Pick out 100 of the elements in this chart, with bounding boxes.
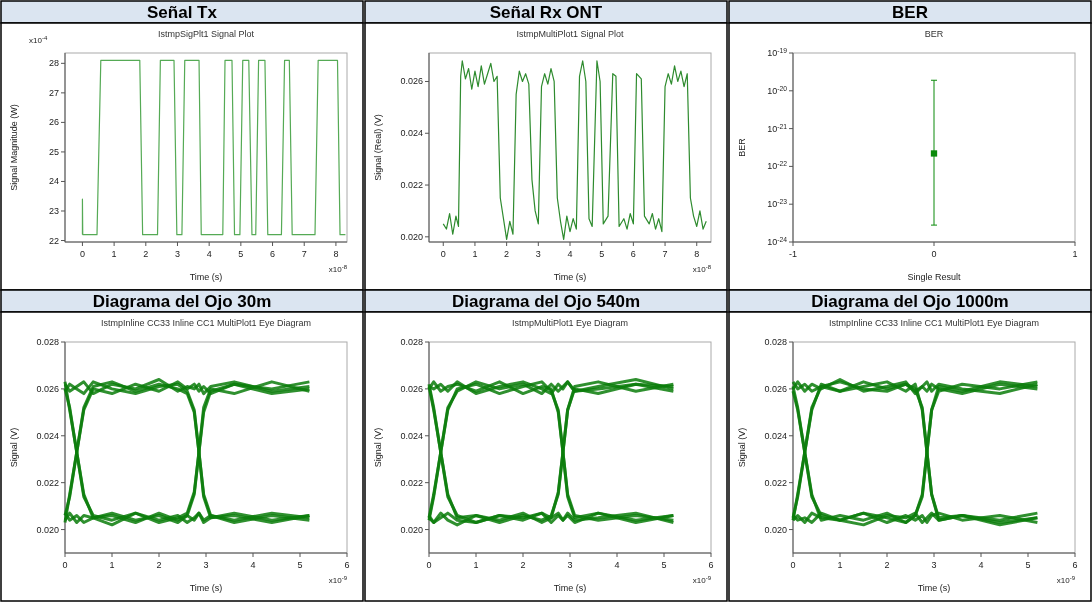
y-tick-label: 0.024	[400, 430, 423, 441]
text: x10$^{-8}$	[328, 264, 348, 274]
x-tick-label: 1	[837, 560, 843, 570]
x-tick-label: 5	[297, 560, 303, 570]
y-tick-label: 0.024	[36, 430, 59, 441]
y-tick-label: 0.022	[36, 477, 59, 488]
x-axis-title: Time (s)	[189, 272, 223, 282]
y-tick-label: 0.020	[400, 524, 423, 535]
y-tick-label: 0.020	[764, 524, 787, 535]
x-tick-label: 0	[440, 249, 446, 259]
x-tick-label: 6	[344, 560, 350, 570]
x-tick-label: 8	[694, 249, 700, 259]
x-tick-label: 2	[143, 249, 149, 259]
x-tick-label: 0	[931, 249, 937, 259]
chart-title: Diagrama del Ojo 540m	[451, 292, 641, 311]
y-tick-label: 0.028	[764, 337, 787, 347]
chart-subtitle: IstmpMultiPlot1 Signal Plot	[516, 29, 625, 39]
text: x10$^{-9}$	[1056, 575, 1076, 585]
y-tick-label: 0.022	[400, 180, 423, 191]
x-tick-label: 6	[270, 249, 276, 259]
x-tick-label: 4	[978, 560, 984, 570]
x-tick-label: 0	[790, 560, 796, 570]
x-tick-label: 2	[504, 249, 510, 259]
y-tick-label: 10$^{-20}$	[767, 84, 788, 96]
chart-title: Señal Rx ONT	[489, 3, 603, 22]
y-tick-label: 10$^{-22}$	[767, 159, 788, 172]
x-tick-label: 4	[206, 249, 212, 259]
x-tick-label: 2	[156, 560, 162, 570]
x-tick-label: 4	[567, 249, 573, 259]
y-tick-label: 10$^{-19}$	[767, 46, 788, 58]
chart-subtitle: IstmpInline CC33 Inline CC1 MultiPlot1 Eye Diagram	[100, 318, 312, 328]
x-tick-label: 1	[109, 560, 115, 570]
y-tick-label: 0.026	[400, 383, 423, 394]
text: x10$^{-4}$	[29, 35, 48, 45]
text: x10$^{-8}$	[692, 264, 712, 274]
x-tick-label: 6	[1072, 560, 1078, 570]
y-axis-title: Signal (Real) (V)	[373, 114, 383, 181]
y-tick-label: 27	[48, 87, 59, 98]
x-tick-label: 5	[238, 249, 244, 259]
y-tick-label: 26	[48, 117, 59, 128]
y-tick-label: 10$^{-24}$	[767, 235, 788, 247]
y-tick-label: 0.024	[764, 430, 787, 441]
x-tick-label: 1	[111, 249, 117, 259]
x-tick-label: 1	[473, 560, 479, 570]
y-tick-label: 0.024	[400, 128, 423, 139]
y-tick-label: 24	[48, 176, 59, 187]
x-axis-title: Time (s)	[917, 583, 951, 593]
x-tick-label: 1	[1072, 249, 1078, 259]
x-tick-label: 0	[426, 560, 432, 570]
y-tick-label: 10$^{-23}$	[767, 197, 788, 210]
y-axis-title: Signal (V)	[737, 427, 747, 468]
x-axis-title: Time (s)	[553, 272, 587, 282]
text: x10$^{-9}$	[692, 575, 712, 585]
y-axis-title: Signal (V)	[373, 427, 383, 468]
y-tick-label: 0.028	[400, 337, 423, 347]
x-tick-label: 0	[62, 560, 68, 570]
y-axis-title: BER	[737, 137, 747, 157]
x-axis-title: Time (s)	[189, 583, 223, 593]
chart-subtitle: BER	[924, 29, 944, 39]
x-tick-label: 2	[520, 560, 526, 570]
y-tick-label: 0.020	[400, 231, 423, 242]
y-tick-label: 0.028	[36, 337, 59, 347]
y-axis-title: Signal Magnitude (W)	[9, 104, 19, 191]
x-tick-label: 0	[79, 249, 85, 259]
chart-subtitle: IstmpInline CC33 Inline CC1 MultiPlot1 Eye Diagram	[828, 318, 1040, 328]
y-tick-label: 22	[48, 235, 59, 246]
x-tick-label: 3	[174, 249, 180, 259]
y-tick-label: 28	[48, 58, 59, 69]
x-tick-label: 6	[708, 560, 714, 570]
x-tick-label: 7	[662, 249, 668, 259]
x-tick-label: 3	[203, 560, 209, 570]
x-tick-label: 6	[630, 249, 636, 259]
x-tick-label: 5	[1025, 560, 1031, 570]
x-tick-label: 7	[301, 249, 307, 259]
x-tick-label: 3	[535, 249, 541, 259]
x-tick-label: 5	[599, 249, 605, 259]
x-tick-label: 4	[614, 560, 620, 570]
y-tick-label: 0.026	[400, 76, 423, 87]
x-tick-label: 5	[661, 560, 667, 570]
text: x10$^{-9}$	[328, 575, 348, 585]
chart-subtitle: IstmpMultiPlot1 Eye Diagram	[511, 318, 629, 328]
x-tick-label: 3	[567, 560, 573, 570]
y-tick-label: 0.026	[764, 383, 787, 394]
chart-title: Diagrama del Ojo 1000m	[811, 292, 1009, 311]
x-tick-label: 4	[250, 560, 256, 570]
y-tick-label: 10$^{-21}$	[767, 122, 788, 134]
y-axis-title: Signal (V)	[9, 427, 19, 468]
y-tick-label: 0.026	[36, 383, 59, 394]
x-tick-label: 1	[472, 249, 478, 259]
chart-title: Diagrama del Ojo 30m	[92, 292, 272, 311]
y-tick-label: 0.022	[400, 477, 423, 488]
y-tick-label: 25	[48, 146, 59, 157]
x-tick-label: 3	[931, 560, 937, 570]
y-tick-label: 0.022	[764, 477, 787, 488]
chart-title: Señal Tx	[147, 3, 218, 22]
x-axis-title: Time (s)	[553, 583, 587, 593]
y-tick-label: 23	[48, 205, 59, 216]
y-tick-label: 0.020	[36, 524, 59, 535]
x-axis-title: Single Result	[907, 272, 962, 282]
chart-title: BER	[892, 3, 928, 22]
